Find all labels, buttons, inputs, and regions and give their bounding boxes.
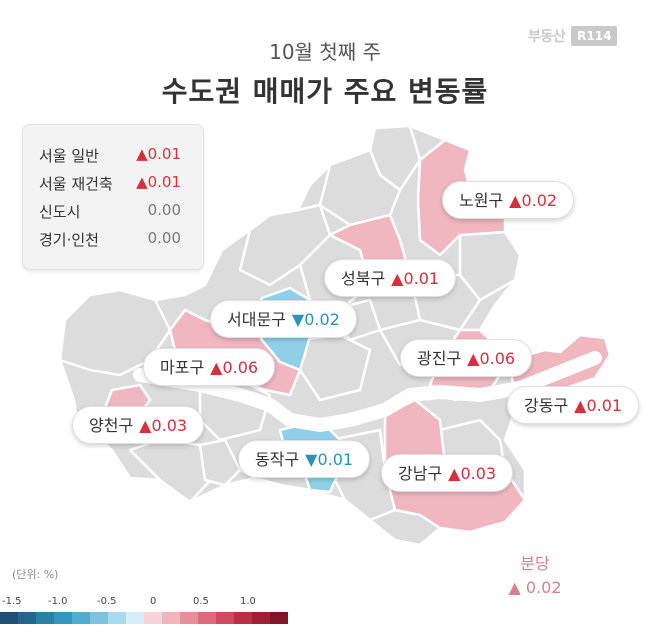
scale-swatch xyxy=(198,612,216,624)
district-value: ▲0.03 xyxy=(448,464,497,483)
scale-swatch xyxy=(90,612,108,624)
legend-name: 서울 일반 xyxy=(39,147,99,165)
legend-value: ▲0.01 xyxy=(136,173,181,191)
bundang-label: 분당 ▲ 0.02 xyxy=(500,550,570,597)
color-scale-bar xyxy=(0,612,288,624)
district-name: 성북구 xyxy=(341,269,386,288)
district-value: ▲0.01 xyxy=(574,396,623,415)
legend-name: 경기·인천 xyxy=(39,231,99,249)
district-value: ▲0.06 xyxy=(467,349,516,368)
gangseo-region xyxy=(58,288,172,377)
scale-swatch xyxy=(234,612,252,624)
district-label-yangcheon: 양천구 ▲0.03 xyxy=(72,406,205,444)
brand-text: 부동산 xyxy=(528,29,566,45)
district-value: ▲0.01 xyxy=(391,269,440,288)
legend-row-gyeonggi-incheon: 경기·인천 0.00 xyxy=(39,229,199,253)
district-name: 강남구 xyxy=(398,464,443,483)
scale-swatch xyxy=(54,612,72,624)
page-subtitle: 10월 첫째 주 xyxy=(269,40,381,64)
district-name: 마포구 xyxy=(160,358,205,377)
brand-box: R114 xyxy=(571,26,618,46)
brand-logo: 부동산 R114 xyxy=(528,26,618,46)
scale-tick: 0 xyxy=(150,596,157,607)
district-label-seongbuk: 성북구 ▲0.01 xyxy=(324,259,457,297)
district-name: 서대문구 xyxy=(227,310,286,329)
district-name: 노원구 xyxy=(459,191,504,210)
scale-unit: (단위: %) xyxy=(12,568,59,581)
legend-row-seoul-general: 서울 일반 ▲0.01 xyxy=(39,145,199,169)
district-value: ▲0.03 xyxy=(139,416,188,435)
gangnam-region xyxy=(383,398,527,534)
district-value: ▼0.02 xyxy=(291,310,340,329)
scale-swatch xyxy=(18,612,36,624)
legend-name: 신도시 xyxy=(39,203,81,221)
scale-swatch xyxy=(72,612,90,624)
legend-row-seoul-reconstruction: 서울 재건축 ▲0.01 xyxy=(39,173,199,197)
scale-tick: 1.0 xyxy=(240,596,256,607)
scale-swatch xyxy=(216,612,234,624)
district-name: 동작구 xyxy=(255,450,300,469)
district-name: 광진구 xyxy=(417,349,462,368)
district-value: ▲0.02 xyxy=(509,191,558,210)
district-label-gangdong: 강동구 ▲0.01 xyxy=(507,386,640,424)
district-label-mapo: 마포구 ▲0.06 xyxy=(143,348,276,386)
scale-swatch xyxy=(126,612,144,624)
bundang-value: ▲ 0.02 xyxy=(508,578,562,597)
district-value: ▼0.01 xyxy=(305,450,354,469)
scale-swatch xyxy=(270,612,288,624)
district-label-nowon: 노원구 ▲0.02 xyxy=(442,181,575,219)
scale-swatch xyxy=(252,612,270,624)
district-name: 양천구 xyxy=(89,416,134,435)
district-name: 강동구 xyxy=(524,396,569,415)
page-title: 수도권 매매가 주요 변동률 xyxy=(161,75,489,108)
scale-swatch xyxy=(36,612,54,624)
scale-tick: 0.5 xyxy=(193,596,209,607)
legend-value: 0.00 xyxy=(147,201,181,219)
bundang-name: 분당 xyxy=(520,554,550,573)
district-label-gwangjin: 광진구 ▲0.06 xyxy=(400,339,533,377)
district-value: ▲0.06 xyxy=(210,358,259,377)
geumcheon-region xyxy=(198,438,242,487)
scale-swatch xyxy=(0,612,18,624)
gangbuk-region xyxy=(318,148,402,227)
district-label-gangnam: 강남구 ▲0.03 xyxy=(381,454,514,492)
legend-value: 0.00 xyxy=(147,229,181,247)
scale-tick: -1.0 xyxy=(48,596,68,607)
scale-tick: -0.5 xyxy=(97,596,117,607)
scale-swatch xyxy=(108,612,126,624)
scale-swatch xyxy=(180,612,198,624)
scale-tick: -1.5 xyxy=(2,596,22,607)
legend-row-new-town: 신도시 0.00 xyxy=(39,201,199,225)
district-label-dongjak: 동작구 ▼0.01 xyxy=(238,440,371,478)
district-label-seodaemun: 서대문구 ▼0.02 xyxy=(210,300,357,338)
summary-legend: 서울 일반 ▲0.01 서울 재건축 ▲0.01 신도시 0.00 경기·인천 … xyxy=(22,124,204,270)
legend-value: ▲0.01 xyxy=(136,145,181,163)
scale-swatch xyxy=(144,612,162,624)
legend-name: 서울 재건축 xyxy=(39,175,113,193)
scale-swatch xyxy=(162,612,180,624)
